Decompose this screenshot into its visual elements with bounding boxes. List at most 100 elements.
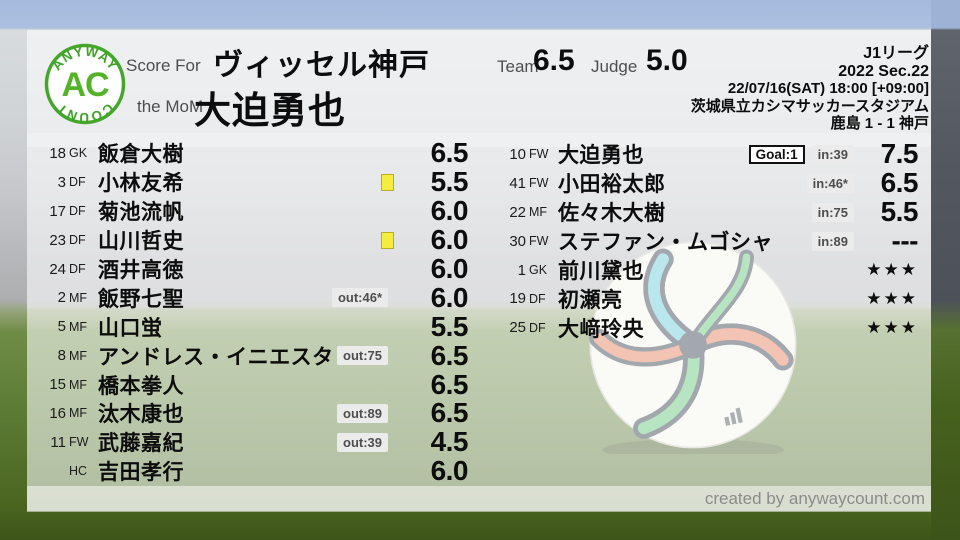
subs-list: 10 FW 大迫勇也 Goal:1 in:39 7.5 41 FW 小田裕太郎 in:46* 6.5… bbox=[488, 138, 919, 342]
player-number: 3 bbox=[57, 173, 66, 191]
yellow-card-icon bbox=[381, 231, 394, 249]
player-number: 30 bbox=[509, 232, 526, 250]
player-score: 5.5 bbox=[880, 196, 919, 228]
player-score: 5.5 bbox=[430, 310, 469, 342]
player-row: 5 MF 山口蛍 5.5 bbox=[36, 310, 469, 342]
player-number: 25 bbox=[509, 319, 526, 337]
player-row: 18 GK 飯倉大樹 6.5 bbox=[36, 137, 468, 168]
player-name: 汰木康也 bbox=[98, 403, 184, 427]
player-score: 7.5 bbox=[880, 138, 919, 170]
player-number: 1 bbox=[517, 261, 526, 279]
player-score: --- bbox=[891, 225, 919, 257]
player-row: 17 DF 菊池流帆 6.0 bbox=[36, 195, 469, 227]
player-score: 6.0 bbox=[430, 224, 469, 256]
credit-bar: created by anywaycount.com bbox=[27, 486, 931, 512]
player-score: 4.5 bbox=[430, 426, 469, 458]
yellow-card-icon bbox=[381, 173, 394, 191]
player-position: MF bbox=[69, 377, 88, 392]
judge-score-value: 5.0 bbox=[646, 44, 688, 77]
venue-name: 茨城県立カシマサッカースタジアム bbox=[690, 97, 929, 115]
team-score-label: Team bbox=[497, 57, 539, 76]
svg-text:AC: AC bbox=[61, 66, 109, 104]
player-name: 武藤嘉紀 bbox=[98, 432, 184, 456]
player-number: 19 bbox=[509, 290, 526, 308]
player-position: GK bbox=[69, 146, 88, 161]
player-name: 飯倉大樹 bbox=[98, 143, 184, 167]
mom-name: 大迫勇也 bbox=[194, 90, 346, 131]
player-row: HC 吉田孝行 6.0 bbox=[36, 455, 469, 487]
player-number: 24 bbox=[49, 260, 66, 278]
player-row: 2 MF 飯野七聖 out:46* 6.0 bbox=[36, 281, 469, 313]
player-number: 18 bbox=[49, 144, 66, 162]
player-row: 1 GK 前川黛也 ★★★ bbox=[488, 256, 918, 285]
player-name: 飯野七聖 bbox=[98, 287, 184, 311]
player-position: GK bbox=[529, 263, 548, 277]
player-name: 吉田孝行 bbox=[98, 461, 184, 485]
sub-in-badge: in:75 bbox=[811, 202, 854, 222]
player-number: 17 bbox=[49, 202, 66, 220]
player-name: 小田裕太郎 bbox=[558, 173, 666, 197]
player-name: ステファン・ムゴシャ bbox=[558, 231, 773, 255]
player-position: DF bbox=[69, 262, 86, 276]
player-number: 5 bbox=[57, 318, 66, 336]
player-score: 6.5 bbox=[430, 397, 469, 429]
player-score: 6.0 bbox=[430, 195, 469, 227]
player-score: 6.5 bbox=[880, 167, 919, 199]
player-row: 11 FW 武藤嘉紀 out:39 4.5 bbox=[36, 426, 469, 458]
team-score-value: 6.5 bbox=[533, 44, 575, 77]
player-score: ★★★ bbox=[866, 288, 918, 308]
sub-out-badge: out:75 bbox=[337, 346, 388, 366]
player-number: 23 bbox=[49, 231, 66, 249]
player-position: MF bbox=[69, 348, 88, 363]
player-row: 25 DF 大﨑玲央 ★★★ bbox=[488, 313, 918, 342]
photo-left-edge bbox=[0, 0, 27, 540]
player-name: 初瀬亮 bbox=[558, 288, 623, 312]
player-number: 41 bbox=[509, 174, 526, 192]
player-name: 山川哲史 bbox=[98, 230, 184, 254]
player-position: FW bbox=[529, 234, 549, 249]
player-name: 大迫勇也 bbox=[558, 144, 644, 168]
player-number: 22 bbox=[509, 203, 526, 221]
player-row: 30 FW ステファン・ムゴシャ in:89 --- bbox=[488, 225, 919, 257]
player-score: 6.0 bbox=[430, 253, 469, 285]
player-name: 前川黛也 bbox=[558, 260, 644, 284]
player-position: FW bbox=[529, 147, 549, 162]
sub-in-badge: in:39 bbox=[811, 144, 854, 164]
player-name: 山口蛍 bbox=[98, 316, 163, 340]
player-row: 16 MF 汰木康也 out:89 6.5 bbox=[36, 397, 469, 429]
sub-out-badge: out:39 bbox=[337, 432, 388, 452]
player-position: DF bbox=[529, 320, 546, 335]
player-score: ★★★ bbox=[866, 317, 918, 337]
player-row: 3 DF 小林友希 5.5 bbox=[36, 166, 469, 197]
judge-score-label: Judge bbox=[591, 57, 638, 76]
player-row: 24 DF 酒井高徳 6.0 bbox=[36, 253, 469, 285]
player-score: 6.0 bbox=[430, 281, 469, 313]
player-position: DF bbox=[529, 291, 546, 306]
photo-right-edge bbox=[931, 0, 960, 540]
player-score: 6.5 bbox=[430, 339, 469, 371]
player-position: HC bbox=[69, 464, 88, 479]
player-row: 22 MF 佐々木大樹 in:75 5.5 bbox=[488, 196, 919, 228]
league-name: J1リーグ bbox=[863, 45, 929, 62]
player-row: 23 DF 山川哲史 6.0 bbox=[36, 224, 469, 256]
match-datetime: 22/07/16(SAT) 18:00 [+09:00] bbox=[727, 80, 929, 97]
player-row: 15 MF 橋本拳人 6.5 bbox=[36, 369, 468, 400]
sub-out-badge: out:46* bbox=[331, 288, 388, 308]
player-position: DF bbox=[69, 175, 86, 190]
player-number: 10 bbox=[509, 145, 526, 163]
player-name: 小林友希 bbox=[98, 172, 184, 196]
player-number: 15 bbox=[49, 376, 66, 394]
player-score: 6.0 bbox=[430, 455, 469, 487]
player-position: FW bbox=[529, 176, 549, 191]
player-position: MF bbox=[69, 319, 88, 334]
player-name: 大﨑玲央 bbox=[558, 317, 644, 341]
player-name: 橋本拳人 bbox=[98, 374, 184, 398]
match-result: 鹿島 1 - 1 神戸 bbox=[830, 115, 929, 132]
player-number: 16 bbox=[49, 404, 66, 422]
anywaycount-logo: ANYWAY COUNT AC bbox=[44, 43, 126, 130]
sub-in-badge: in:89 bbox=[811, 231, 854, 251]
player-position: DF bbox=[69, 204, 86, 219]
score-for-label: Score For bbox=[126, 56, 201, 75]
starters-list: 18 GK 飯倉大樹 6.5 3 DF 小林友希 5.5 17 DF 菊池流帆 6.0 23 DF 山川哲史… bbox=[36, 137, 469, 487]
